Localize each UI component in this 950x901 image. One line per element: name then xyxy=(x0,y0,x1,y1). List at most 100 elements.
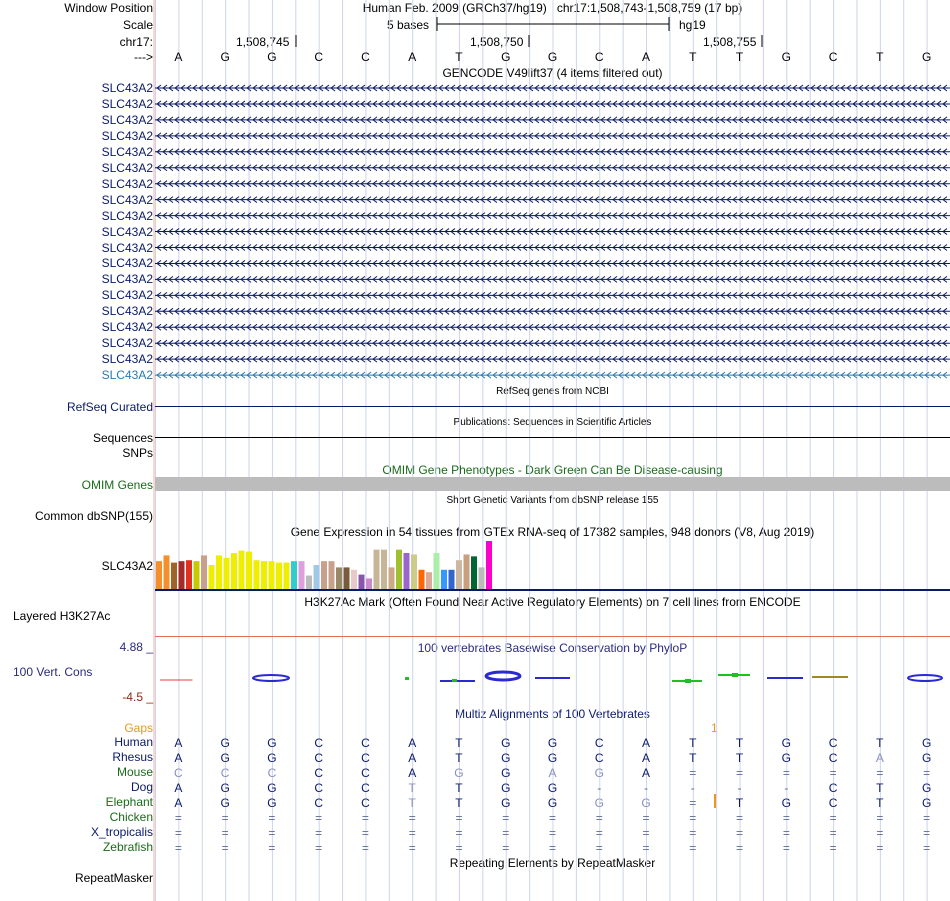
phylop-base-g xyxy=(907,674,943,682)
alignment-base: = xyxy=(923,766,930,780)
species-label[interactable]: X_tropicalis xyxy=(90,825,153,839)
sequences-label[interactable]: Sequences xyxy=(92,431,153,445)
gencode-row-label[interactable]: SLC43A2 xyxy=(101,256,153,271)
alignment-base: = xyxy=(783,826,790,840)
alignment-base: = xyxy=(923,811,930,825)
gencode-row-label[interactable]: SLC43A2 xyxy=(101,352,153,367)
alignment-base: = xyxy=(409,826,416,840)
gtex-title: Gene Expression in 54 tissues from GTEx … xyxy=(290,525,815,539)
alignment-base: G xyxy=(501,796,510,810)
alignment-base: G xyxy=(548,736,557,750)
strand-arrows xyxy=(156,180,948,188)
refseq-label[interactable]: RefSeq Curated xyxy=(66,400,153,414)
alignment-base: G xyxy=(922,751,931,765)
h3k27ac-label[interactable]: Layered H3K27Ac xyxy=(13,609,111,623)
gtex-bar xyxy=(403,553,410,589)
base-letter: T xyxy=(455,50,463,64)
species-label[interactable]: Dog xyxy=(130,780,153,794)
omim-label[interactable]: OMIM Genes xyxy=(81,478,153,492)
gtex-bar xyxy=(448,569,455,589)
gencode-row-label[interactable]: SLC43A2 xyxy=(101,320,153,335)
strand-arrows xyxy=(156,116,948,124)
alignment-base: = xyxy=(455,826,462,840)
species-label[interactable]: Elephant xyxy=(105,795,153,809)
refseq-title: RefSeq genes from NCBI xyxy=(496,386,609,397)
gencode-row-label[interactable]: SLC43A2 xyxy=(101,208,153,223)
phylop-label[interactable]: 100 Vert. Cons xyxy=(13,665,93,679)
alignment-base: = xyxy=(175,811,182,825)
base-letter: T xyxy=(736,50,744,64)
gap-count: 1 xyxy=(711,721,718,735)
gencode-row-label[interactable]: SLC43A2 xyxy=(101,336,153,351)
alignment-base: = xyxy=(175,841,182,855)
alignment-base: C xyxy=(829,796,838,810)
gencode-row-label[interactable]: SLC43A2 xyxy=(101,160,153,175)
alignment-base: = xyxy=(689,841,696,855)
alignment-base: G xyxy=(548,751,557,765)
species-label[interactable]: Rhesus xyxy=(112,750,153,764)
alignment-base: = xyxy=(315,826,322,840)
alignment-base: C xyxy=(361,781,370,795)
base-letter: C xyxy=(595,50,604,64)
snps-label[interactable]: SNPs xyxy=(122,446,153,460)
base-letter: T xyxy=(876,50,884,64)
phylop-base-g xyxy=(484,670,522,682)
alignment-base: = xyxy=(876,811,883,825)
alignment-base: = xyxy=(409,841,416,855)
gap-marker xyxy=(714,794,716,808)
gtex-bar xyxy=(433,553,440,589)
species-label[interactable]: Zebrafish xyxy=(102,840,153,854)
gtex-bar xyxy=(261,561,267,589)
alignment-base: G xyxy=(922,736,931,750)
gencode-row-label[interactable]: SLC43A2 xyxy=(101,304,153,319)
alignment-base: = xyxy=(736,841,743,855)
gencode-row-label[interactable]: SLC43A2 xyxy=(101,240,153,255)
alignment-base: G xyxy=(220,781,229,795)
gencode-row-label[interactable]: SLC43A2 xyxy=(101,128,153,143)
phylop-glyphs xyxy=(160,670,943,683)
gtex-bar xyxy=(351,569,357,589)
repeatmasker-label[interactable]: RepeatMasker xyxy=(74,871,153,885)
alignment-base: G xyxy=(922,781,931,795)
gtex-bar xyxy=(276,562,282,589)
gencode-row-label[interactable]: SLC43A2 xyxy=(101,272,153,287)
gencode-row-label[interactable]: SLC43A2 xyxy=(101,112,153,127)
phylop-base-t xyxy=(452,679,457,682)
gencode-row-label[interactable]: SLC43A2 xyxy=(101,288,153,303)
dbsnp-label[interactable]: Common dbSNP(155) xyxy=(34,509,153,523)
omim-bar xyxy=(155,477,950,491)
alignment-base: A xyxy=(174,781,182,795)
gtex-bar xyxy=(328,561,335,589)
alignment-base: = xyxy=(222,811,229,825)
species-label[interactable]: Human xyxy=(114,735,153,749)
window-position-label: Window Position xyxy=(64,1,153,15)
species-label[interactable]: Mouse xyxy=(116,765,153,779)
gencode-row-label[interactable]: SLC43A2 xyxy=(101,96,153,111)
alignment-base: C xyxy=(361,766,370,780)
gencode-row-label[interactable]: SLC43A2 xyxy=(101,144,153,159)
species-label[interactable]: Chicken xyxy=(109,810,153,824)
base-letter: G xyxy=(782,50,791,64)
alignment-base: = xyxy=(175,826,182,840)
strand-arrows xyxy=(156,307,948,315)
alignment-base: C xyxy=(314,766,323,780)
base-letter: G xyxy=(267,50,276,64)
gencode-row-label[interactable]: SLC43A2 xyxy=(101,192,153,207)
gtex-bar xyxy=(321,561,327,589)
gtex-label[interactable]: SLC43A2 xyxy=(101,559,153,573)
phylop-base-t xyxy=(732,673,738,677)
strand-arrows xyxy=(156,323,948,331)
strand-arrows xyxy=(156,244,948,251)
alignment-base: = xyxy=(876,841,883,855)
gencode-row-label[interactable]: SLC43A2 xyxy=(101,176,153,191)
alignment-base: G xyxy=(220,736,229,750)
alignment-base: T xyxy=(689,751,697,765)
alignment-base: = xyxy=(596,841,603,855)
gencode-row-label[interactable]: SLC43A2 xyxy=(101,224,153,239)
alignment-base: = xyxy=(736,826,743,840)
scale-text: 5 bases xyxy=(387,18,430,32)
gencode-row-label[interactable]: SLC43A2 xyxy=(101,81,153,95)
alignment-base: G xyxy=(595,766,604,780)
gencode-row-label[interactable]: SLC43A2 xyxy=(101,368,153,383)
